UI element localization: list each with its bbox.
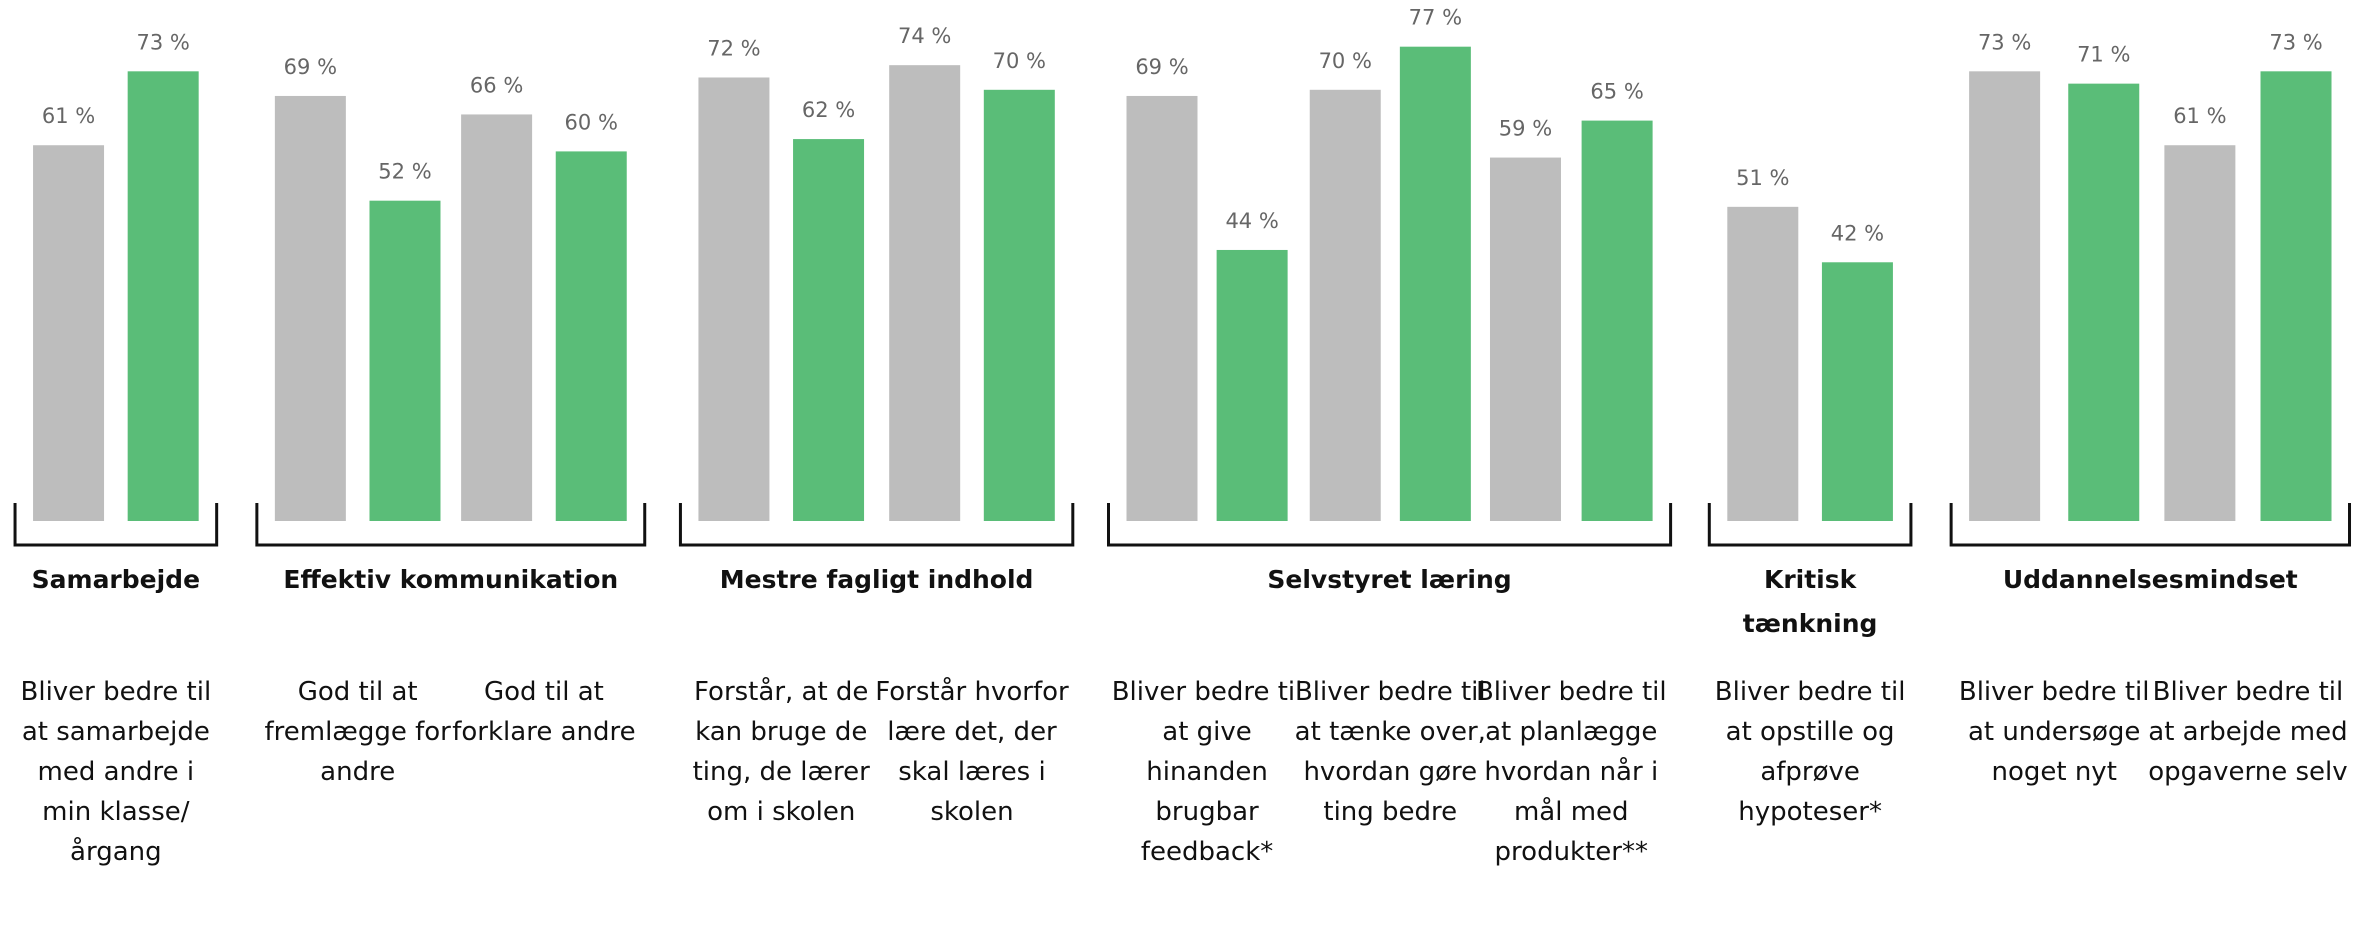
category-label: God til at forklare andre: [452, 677, 636, 747]
value-label: 62 %: [802, 98, 855, 122]
value-label: 70 %: [993, 49, 1046, 73]
category-label: Bliver bedre til at samarbejde med andre…: [20, 677, 212, 867]
bar: [1581, 120, 1653, 521]
bar: [1309, 89, 1381, 522]
bar: [274, 95, 346, 522]
value-label: 74 %: [898, 24, 951, 48]
category-label: Bliver bedre til at planlægge hvordan nå…: [1475, 677, 1667, 867]
group-title: Uddannelsesmindset: [2002, 565, 2298, 594]
category-label: Bliver bedre til at tænke over, hvordan …: [1294, 677, 1486, 827]
bar: [461, 114, 533, 521]
value-label: 44 %: [1225, 209, 1278, 233]
bar: [1216, 249, 1288, 521]
group-title: Effektiv kommunikation: [283, 565, 619, 594]
value-label: 42 %: [1831, 221, 1884, 245]
bar: [33, 145, 105, 522]
group-bracket: [1949, 503, 2352, 547]
value-label: 66 %: [470, 73, 523, 97]
bar: [1969, 71, 2041, 521]
category-label: Bliver bedre til at give hinanden brugba…: [1111, 677, 1303, 867]
value-label: 73 %: [2269, 30, 2322, 54]
category-label: Forstår, at de kan bruge de ting, de lær…: [692, 677, 870, 827]
value-label: 65 %: [1590, 80, 1643, 104]
bar: [555, 151, 627, 521]
bar: [698, 77, 770, 521]
value-label: 69 %: [284, 55, 337, 79]
value-label: 72 %: [707, 36, 760, 60]
bar: [1821, 262, 1893, 521]
bar: [983, 89, 1055, 522]
bar: [1489, 157, 1561, 521]
bar: [127, 71, 199, 521]
value-label: 70 %: [1319, 49, 1372, 73]
group-bracket: [1707, 503, 1913, 547]
value-label: 59 %: [1499, 117, 1552, 141]
value-label: 69 %: [1135, 55, 1188, 79]
category-label: Bliver bedre til at arbejde med opgavern…: [2148, 677, 2348, 787]
category-label: Forstår hvorfor lære det, der skal læres…: [875, 677, 1069, 827]
group-bracket: [13, 503, 219, 547]
value-label: 77 %: [1409, 6, 1462, 30]
value-label: 61 %: [2173, 104, 2226, 128]
value-label: 73 %: [136, 30, 189, 54]
category-label: Bliver bedre til at undersøge noget nyt: [1958, 677, 2150, 787]
bar: [2260, 71, 2332, 521]
category-label: God til at fremlægge for andre: [264, 677, 451, 787]
category-label: Bliver bedre til at opstille og afprøve …: [1714, 677, 1906, 827]
bar: [2068, 83, 2140, 521]
group-bracket: [678, 503, 1075, 547]
bar: [1126, 95, 1198, 522]
bar: [889, 65, 961, 521]
value-label: 73 %: [1978, 30, 2031, 54]
group-title: Selvstyret læring: [1267, 565, 1512, 594]
group-title: Kritisk tænkning: [1742, 565, 1878, 638]
group-title: Samarbejde: [31, 565, 201, 594]
value-label: 61 %: [42, 104, 95, 128]
value-label: 71 %: [2077, 43, 2130, 67]
group-bracket: [255, 503, 647, 547]
bar: [1727, 206, 1799, 521]
bar: [369, 200, 441, 521]
group-bracket: [1107, 503, 1673, 547]
bar: [2164, 145, 2236, 522]
value-label: 60 %: [565, 110, 618, 134]
group-title: Mestre fagligt indhold: [719, 565, 1034, 594]
value-label: 52 %: [378, 160, 431, 184]
bar: [1399, 46, 1471, 522]
value-label: 51 %: [1736, 166, 1789, 190]
bar: [793, 139, 865, 521]
